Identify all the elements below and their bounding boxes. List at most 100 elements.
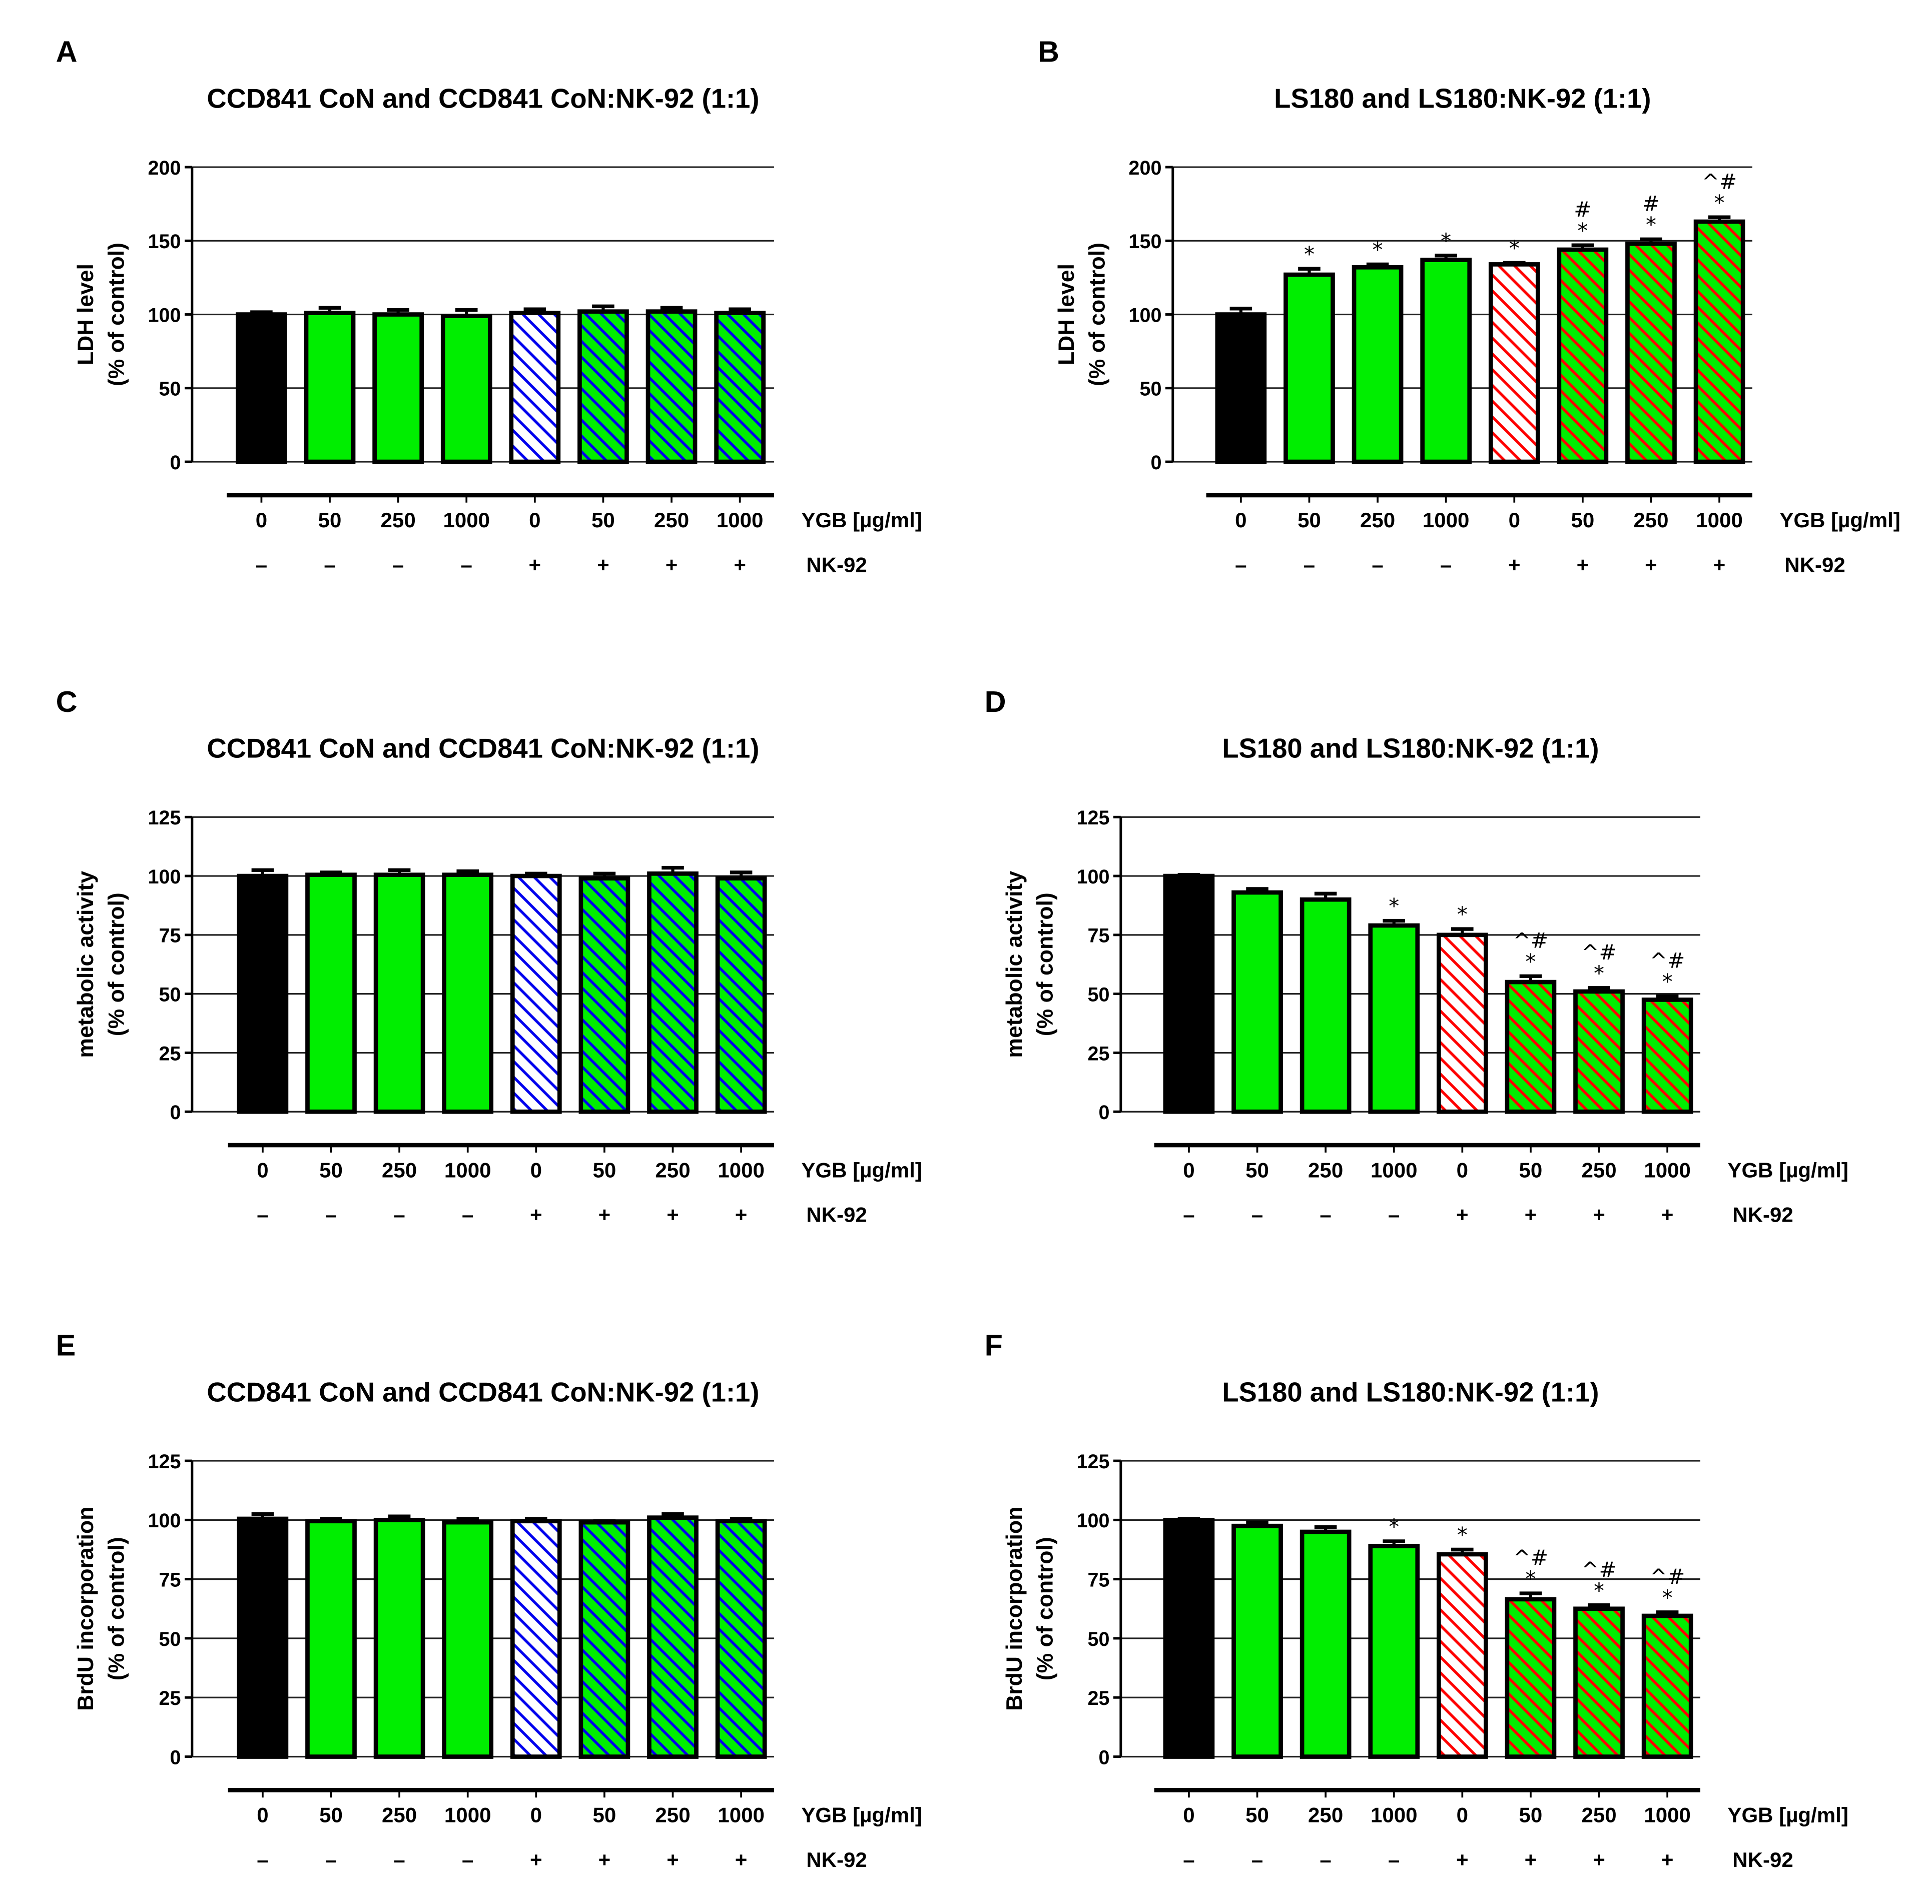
y-tick-label: 0 [1150, 452, 1161, 474]
significance-marker: * [1441, 229, 1451, 253]
bar [1505, 1597, 1557, 1759]
bar [1573, 989, 1625, 1114]
y-tick-label: 125 [148, 1451, 181, 1473]
nk92-presence-label: – [393, 1848, 405, 1871]
y-tick-label: 50 [159, 378, 181, 400]
significance-marker: ^# [1650, 948, 1685, 973]
ygb-dose-label: 50 [1571, 508, 1594, 532]
panel-letter: F [985, 1329, 1003, 1362]
ygb-dose-label: 1000 [1696, 508, 1743, 532]
ygb-dose-label: 250 [654, 508, 689, 532]
y-axis-label-unit: (% of control) [1033, 1537, 1058, 1680]
significance-marker: * [1525, 949, 1536, 974]
nk92-presence-label: + [1456, 1848, 1469, 1871]
bar [715, 1519, 767, 1759]
y-tick-label: 0 [1099, 1746, 1110, 1768]
ygb-dose-label: 250 [381, 508, 416, 532]
ygb-dose-label: 250 [382, 1158, 417, 1182]
y-axis-label-unit: (% of control) [1085, 243, 1110, 386]
bar [1436, 932, 1488, 1114]
ygb-dose-label: 0 [1183, 1158, 1194, 1182]
nk92-presence-label: + [597, 553, 609, 576]
ygb-dose-label: 250 [1633, 508, 1668, 532]
ygb-dose-label: 50 [1519, 1158, 1543, 1182]
significance-marker: * [1457, 1523, 1468, 1547]
ygb-dose-label: 1000 [444, 1803, 491, 1827]
panel-c: C CCD841 CoN and CCD841 CoN:NK-92 (1:1) me… [56, 685, 922, 1227]
significance-marker: * [1304, 242, 1315, 266]
bar [305, 872, 357, 1114]
y-tick-label: 100 [1128, 304, 1161, 326]
significance-marker: * [1594, 1578, 1604, 1603]
ygb-dose-label: 250 [1360, 508, 1395, 532]
significance-marker: ^# [1581, 1557, 1616, 1582]
y-tick-label: 50 [159, 1628, 181, 1650]
ygb-dose-label: 50 [318, 508, 342, 532]
y-tick-label: 75 [1088, 1569, 1110, 1591]
panel-d: D LS180 and LS180:NK-92 (1:1) metabolic ac… [985, 685, 1848, 1227]
y-tick-label: 125 [1077, 1451, 1110, 1473]
bar [1368, 1544, 1420, 1759]
nk92-presence-label: + [1525, 1203, 1537, 1226]
bar [510, 873, 562, 1114]
bar [714, 311, 766, 464]
bar [1557, 247, 1609, 464]
y-tick-label: 25 [159, 1687, 181, 1709]
nk92-presence-label: – [462, 1848, 473, 1871]
nk92-presence-label: – [1440, 553, 1452, 576]
ygb-row-label: YGB [µg/ml] [801, 508, 922, 532]
ygb-dose-label: 0 [257, 1158, 268, 1182]
y-tick-label: 150 [1128, 231, 1161, 253]
bar [1436, 1552, 1488, 1759]
bar [647, 1515, 699, 1759]
y-tick-label: 0 [170, 1746, 181, 1768]
ygb-dose-label: 50 [1245, 1158, 1269, 1182]
ygb-dose-label: 1000 [1423, 508, 1470, 532]
nk92-presence-label: + [598, 1848, 611, 1871]
nk92-presence-label: – [325, 1848, 337, 1871]
nk92-presence-label: + [1661, 1203, 1674, 1226]
nk92-presence-label: + [1713, 553, 1726, 576]
nk92-row-label: NK-92 [1732, 1848, 1793, 1871]
nk92-presence-label: + [666, 553, 678, 576]
nk92-presence-label: – [1320, 1848, 1331, 1871]
ygb-dose-label: 1000 [1644, 1158, 1691, 1182]
chart-title: LS180 and LS180:NK-92 (1:1) [1274, 83, 1651, 114]
y-axis-label: LDH level [1054, 264, 1079, 365]
bar [646, 309, 698, 464]
bar [442, 872, 494, 1114]
bar [372, 312, 424, 464]
nk92-presence-label: – [1183, 1848, 1194, 1871]
nk92-presence-label: + [530, 1848, 542, 1871]
y-axis-label-unit: (% of control) [105, 892, 129, 1036]
bar [647, 871, 699, 1114]
nk92-presence-label: – [325, 1203, 337, 1226]
bar [305, 1519, 357, 1759]
ygb-row-label: YGB [µg/ml] [1779, 508, 1900, 532]
nk92-presence-label: + [530, 1203, 542, 1226]
bar [440, 314, 492, 464]
ygb-row-label: YGB [µg/ml] [801, 1803, 922, 1827]
significance-marker: * [1662, 970, 1673, 994]
chart-title: CCD841 CoN and CCD841 CoN:NK-92 (1:1) [207, 733, 759, 763]
ygb-dose-label: 250 [655, 1158, 690, 1182]
ygb-row-label: YGB [µg/ml] [801, 1158, 922, 1182]
y-tick-label: 200 [148, 157, 181, 179]
bar [442, 1520, 494, 1759]
y-tick-label: 50 [1088, 984, 1110, 1006]
y-tick-label: 75 [159, 1569, 181, 1591]
bar [1163, 873, 1215, 1114]
bar [577, 309, 629, 464]
panel-letter: C [56, 685, 78, 718]
nk92-presence-label: + [1593, 1848, 1605, 1871]
bar [715, 876, 767, 1114]
nk92-presence-label: – [1304, 553, 1315, 576]
ygb-dose-label: 50 [319, 1803, 343, 1827]
nk92-presence-label: + [735, 1848, 748, 1871]
nk92-presence-label: + [598, 1203, 611, 1226]
nk92-presence-label: + [667, 1848, 679, 1871]
significance-marker: * [1509, 236, 1520, 261]
significance-marker: * [1646, 213, 1656, 237]
y-tick-label: 100 [148, 1510, 181, 1532]
ygb-dose-label: 0 [1509, 508, 1520, 532]
